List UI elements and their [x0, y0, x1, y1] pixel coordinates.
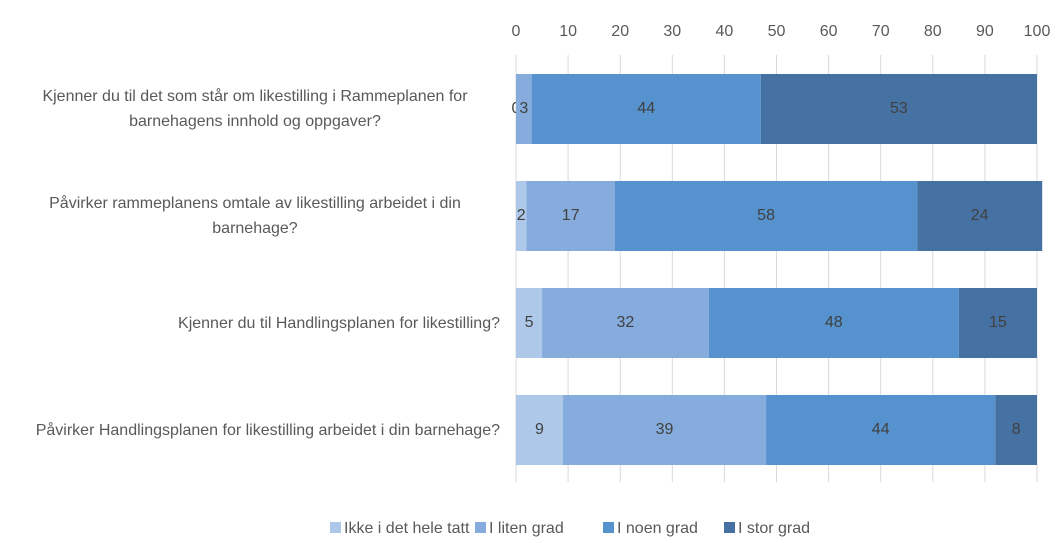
legend-label: Ikke i det hele tatt: [344, 520, 470, 537]
category-text: Påvirker Handlingsplanen for likestillin…: [35, 421, 500, 439]
legend-label: I liten grad: [489, 520, 564, 537]
value-label: 15: [989, 314, 1007, 331]
x-tick-label: 80: [924, 23, 942, 40]
legend-label: I stor grad: [738, 520, 810, 537]
x-tick-label: 70: [872, 23, 890, 40]
bar-segment: [614, 181, 918, 251]
x-tick-label: 40: [716, 23, 734, 40]
bar-segment: [542, 288, 709, 358]
bar-segment: [516, 395, 563, 465]
value-label: 32: [617, 314, 635, 331]
x-tick-label: 100: [1024, 23, 1051, 40]
legend-swatch: [724, 522, 735, 533]
bar-segment: [708, 288, 959, 358]
bar-segment: [760, 74, 1037, 144]
x-tick-label: 10: [559, 23, 577, 40]
value-label: 53: [890, 100, 908, 117]
x-tick-label: 20: [611, 23, 629, 40]
value-label: 17: [562, 207, 580, 224]
category-text: Kjenner du til det som står om likestill…: [42, 88, 468, 130]
bar-segment: [531, 74, 761, 144]
x-tick-label: 60: [820, 23, 838, 40]
value-label: 2: [517, 207, 526, 224]
x-tick-label: 50: [768, 23, 786, 40]
value-label: 48: [825, 314, 843, 331]
bar-segment: [995, 395, 1037, 465]
category-label: Påvirker Handlingsplanen for likestillin…: [0, 380, 500, 480]
bar-segment: [562, 395, 767, 465]
bar-segment: [516, 288, 543, 358]
value-label: 58: [757, 207, 775, 224]
legend-swatch: [475, 522, 486, 533]
category-text: Påvirker rammeplanens omtale av likestil…: [49, 195, 461, 237]
value-label: 39: [656, 421, 674, 438]
value-label: 3: [519, 100, 528, 117]
bar-segment: [516, 181, 527, 251]
value-label: 8: [1012, 421, 1021, 438]
bar-segment: [766, 395, 996, 465]
bar-segment: [958, 288, 1037, 358]
category-label: Påvirker rammeplanens omtale av likestil…: [0, 166, 500, 266]
value-label: 24: [971, 207, 989, 224]
value-label: 9: [535, 421, 544, 438]
legend-swatch: [603, 522, 614, 533]
value-label: 5: [525, 314, 534, 331]
category-label: Kjenner du til Handlingsplanen for likes…: [0, 273, 500, 373]
value-label: 44: [872, 421, 890, 438]
legend-label: I noen grad: [617, 520, 698, 537]
x-tick-label: 0: [512, 23, 521, 40]
x-tick-label: 90: [976, 23, 994, 40]
legend-swatch: [330, 522, 341, 533]
category-text: Kjenner du til Handlingsplanen for likes…: [178, 314, 500, 332]
value-label: 44: [637, 100, 655, 117]
category-label: Kjenner du til det som står om likestill…: [0, 59, 500, 159]
x-tick-label: 30: [663, 23, 681, 40]
bar-segment: [917, 181, 1043, 251]
bar-segment: [526, 181, 615, 251]
bar-segment: [516, 74, 532, 144]
